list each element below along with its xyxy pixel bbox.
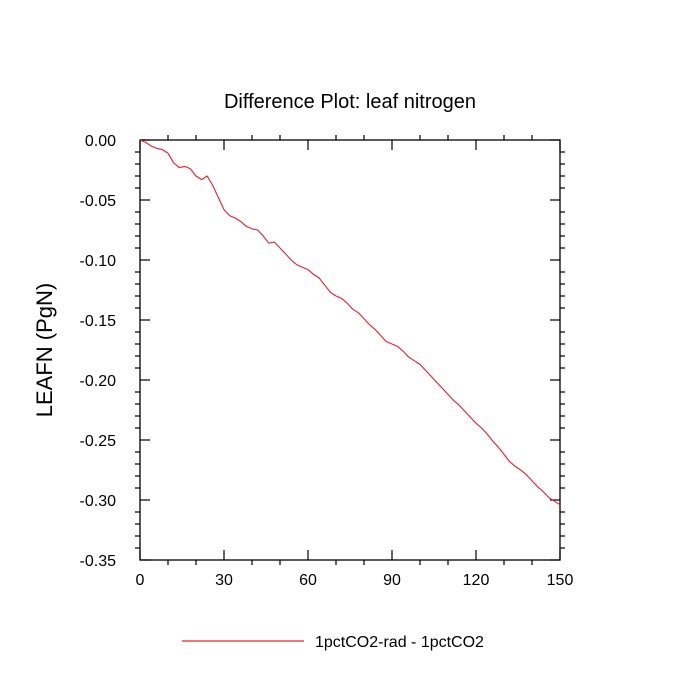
y-tick-label: 0.00 (85, 133, 116, 150)
x-tick-label: 120 (463, 572, 490, 589)
series-line-0 (139, 139, 561, 506)
series-layer (139, 139, 561, 506)
x-tick-label: 90 (383, 572, 401, 589)
legend-label: 1pctCO2-rad - 1pctCO2 (315, 634, 484, 651)
y-tick-labels: 0.00 -0.05 -0.10 -0.15 -0.20 -0.25 -0.30 -0.35 (80, 133, 117, 570)
y-axis-title: LEAFN (PgN) (32, 283, 57, 417)
chart-title: Difference Plot: leaf nitrogen (224, 91, 476, 113)
plot-frame (139, 139, 561, 561)
x-tick-labels: 0 30 60 90 120 150 (136, 572, 574, 589)
legend: 1pctCO2-rad - 1pctCO2 (182, 634, 484, 651)
y-tick-label: -0.15 (80, 313, 117, 330)
x-tick-label: 0 (136, 572, 145, 589)
axis-ticks (135, 135, 565, 565)
y-tick-label: -0.25 (80, 433, 117, 450)
y-tick-label: -0.05 (80, 193, 117, 210)
x-tick-label: 30 (215, 572, 233, 589)
y-tick-label: -0.30 (80, 493, 117, 510)
y-tick-label: -0.35 (80, 553, 117, 570)
x-tick-label: 150 (547, 572, 574, 589)
y-tick-label: -0.10 (80, 253, 117, 270)
x-tick-label: 60 (299, 572, 317, 589)
y-tick-label: -0.20 (80, 373, 117, 390)
